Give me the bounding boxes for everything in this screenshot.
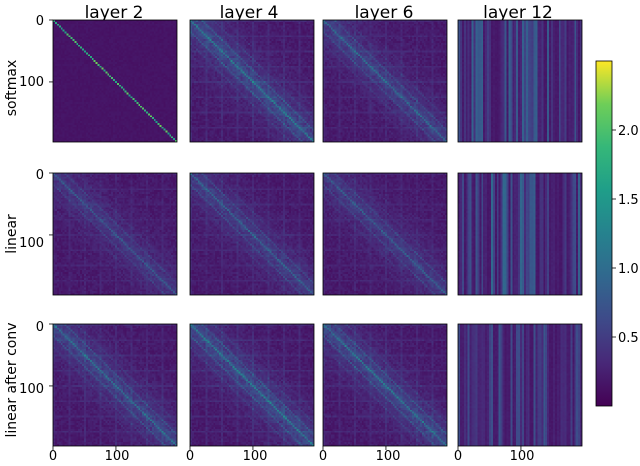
colorbar-tick-label: 2.0 [618,124,639,139]
colorbar-tick-label: 0.5 [618,331,639,346]
heatmap-frame-linear-layer-2 [52,172,178,296]
column-title-layer-12: layer 12 [483,3,553,23]
x-tick-0-col-4: 0 [454,449,462,464]
heatmap-panels [49,19,583,450]
colorbar-tick-label: 1.0 [618,262,639,277]
heatmap-image-linear-after-conv-layer-2 [53,324,177,446]
heatmap-frame-linear-layer-6 [322,172,448,296]
heatmap-image-linear-layer-2 [53,173,177,295]
heatmap-image-linear-after-conv-layer-4 [190,324,314,446]
y-tick-100-row-2: 100 [19,236,44,251]
heatmap-panel-linear-after-conv-layer-12 [457,323,583,450]
heatmap-image-softmax-layer-12 [458,20,582,142]
heatmap-frame-linear-layer-4 [189,172,315,296]
colorbar-gradient [595,60,613,407]
heatmap-image-softmax-layer-6 [323,20,447,142]
heatmap-frame-softmax-layer-12 [457,19,583,143]
heatmap-panel-softmax-layer-6 [322,19,448,143]
heatmap-panel-linear-after-conv-layer-4 [189,323,315,450]
colorbar: 0.5 1.0 1.5 2.0 [595,60,639,407]
column-title-layer-4: layer 4 [220,3,279,23]
heatmap-frame-linear-layer-12 [457,172,583,296]
row-label-linear: linear [4,214,20,254]
y-tick-100-row-3: 100 [19,382,44,397]
y-tick-100-row-1: 100 [19,75,44,90]
heatmap-image-linear-layer-4 [190,173,314,295]
x-tick-0-col-2: 0 [186,449,194,464]
heatmap-frame-linear-after-conv-layer-6 [322,323,448,447]
heatmap-image-linear-layer-6 [323,173,447,295]
heatmap-panel-linear-layer-2 [49,172,178,296]
x-tick-100-col-4: 100 [510,449,535,464]
x-tick-100-col-1: 100 [105,449,130,464]
row-label-softmax: softmax [4,60,20,117]
heatmap-frame-linear-after-conv-layer-12 [457,323,583,447]
x-tick-0-col-1: 0 [49,449,57,464]
heatmap-frame-softmax-layer-2 [52,19,178,143]
heatmap-image-softmax-layer-4 [190,20,314,142]
heatmap-frame-softmax-layer-4 [189,19,315,143]
row-label-linear-after-conv: linear after conv [4,322,20,437]
x-tick-100-col-2: 100 [243,449,268,464]
y-tick-0-row-1: 0 [36,14,44,29]
heatmap-panel-linear-after-conv-layer-2 [49,323,178,450]
y-tick-0-row-3: 0 [36,320,44,335]
column-title-layer-2: layer 2 [85,3,144,23]
heatmap-image-linear-after-conv-layer-12 [458,324,582,446]
heatmap-image-linear-layer-12 [458,173,582,295]
x-tick-0-col-3: 0 [319,449,327,464]
heatmap-panel-linear-after-conv-layer-6 [322,323,448,450]
colorbar-tick-label: 1.5 [618,193,639,208]
heatmap-panel-softmax-layer-2 [49,19,178,143]
heatmap-frame-linear-after-conv-layer-4 [189,323,315,447]
heatmap-panel-softmax-layer-12 [457,19,583,143]
heatmap-frame-linear-after-conv-layer-2 [52,323,178,447]
heatmap-panel-linear-layer-12 [457,172,583,296]
heatmap-panel-linear-layer-4 [189,172,315,296]
y-tick-0-row-2: 0 [36,168,44,183]
heatmap-panel-softmax-layer-4 [189,19,315,143]
heatmap-frame-softmax-layer-6 [322,19,448,143]
heatmap-panel-linear-layer-6 [322,172,448,296]
column-title-layer-6: layer 6 [355,3,414,23]
x-tick-100-col-3: 100 [376,449,401,464]
heatmap-image-softmax-layer-2 [53,20,177,142]
heatmap-image-linear-after-conv-layer-6 [323,324,447,446]
